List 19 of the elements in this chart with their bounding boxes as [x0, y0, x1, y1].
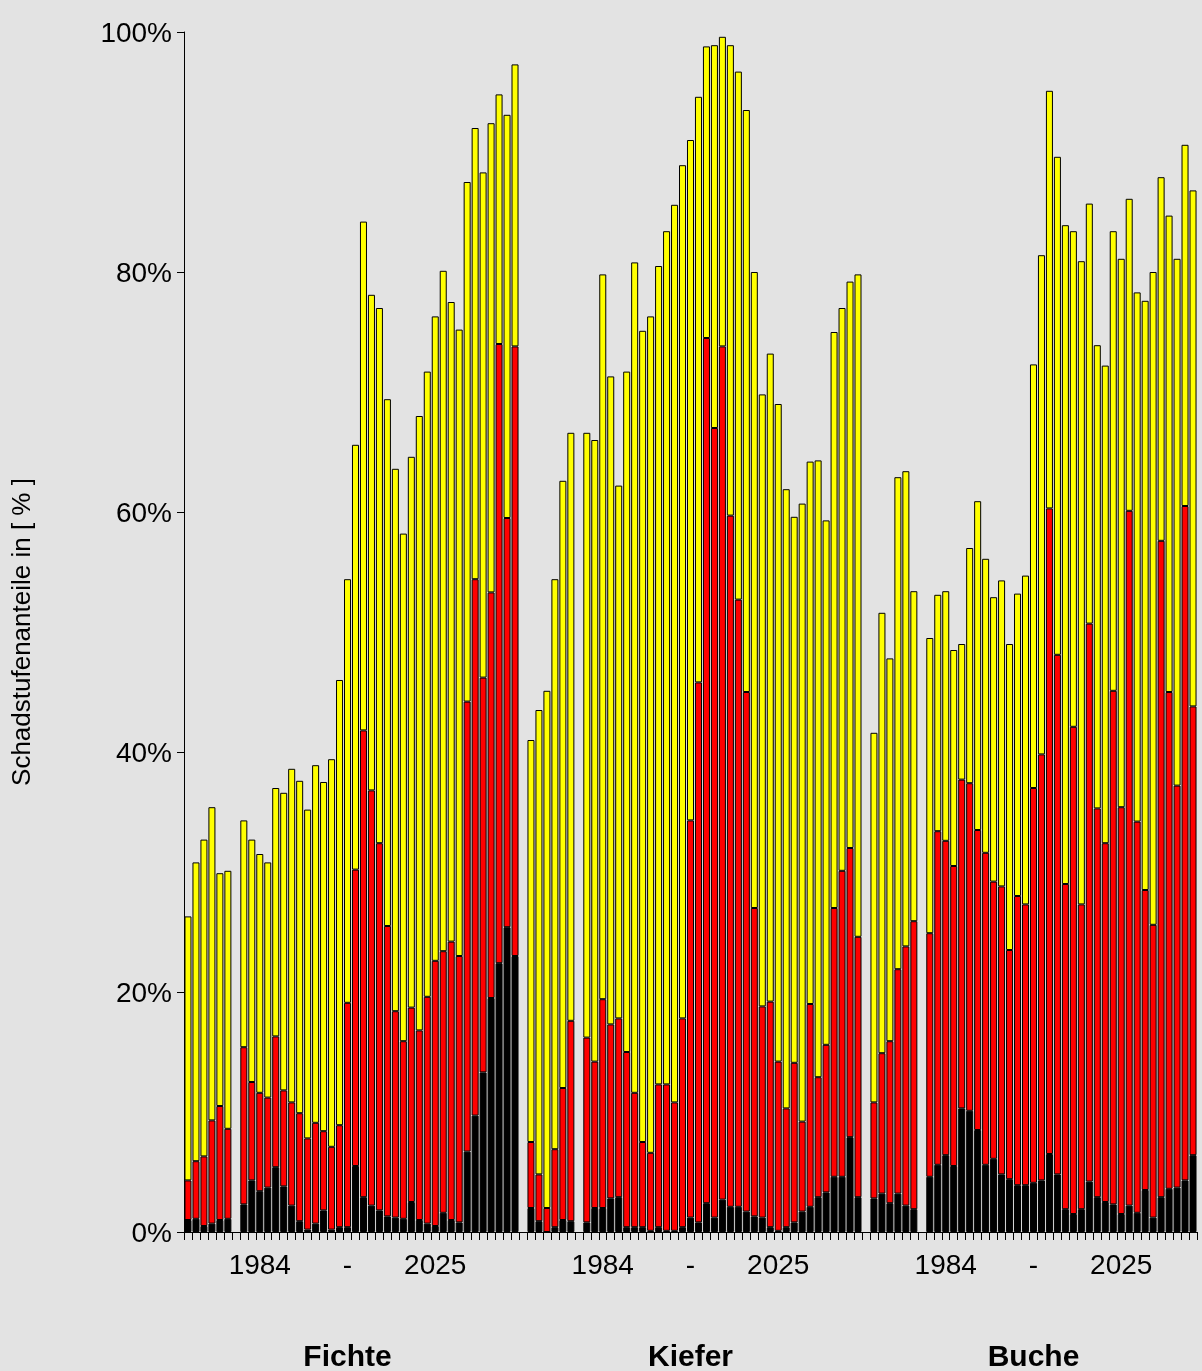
x-tick-label: 2025: [747, 1248, 810, 1280]
y-axis-title: Schadstufenanteile in [ % ]: [6, 478, 36, 786]
x-tick-label: 1984: [228, 1248, 291, 1280]
y-tick-label: 60%: [115, 496, 172, 528]
x-tick-label: -: [342, 1248, 353, 1280]
x-tick-label: -: [1028, 1248, 1039, 1280]
y-tick-label: 80%: [115, 256, 172, 288]
text: Kiefer: [647, 1338, 734, 1371]
y-tick-label: 100%: [100, 16, 172, 48]
y-tick-label: 20%: [115, 976, 172, 1008]
x-tick-label: 2025: [1090, 1248, 1153, 1280]
text: Fichte: [303, 1338, 392, 1371]
x-tick-label: 1984: [571, 1248, 634, 1280]
text: Buche: [987, 1338, 1080, 1371]
x-tick-label: -: [685, 1248, 696, 1280]
y-tick-label: 0%: [131, 1216, 172, 1248]
x-tick-label: 1984: [914, 1248, 977, 1280]
x-tick-label: 2025: [404, 1248, 467, 1280]
y-tick-label: 40%: [115, 736, 172, 768]
